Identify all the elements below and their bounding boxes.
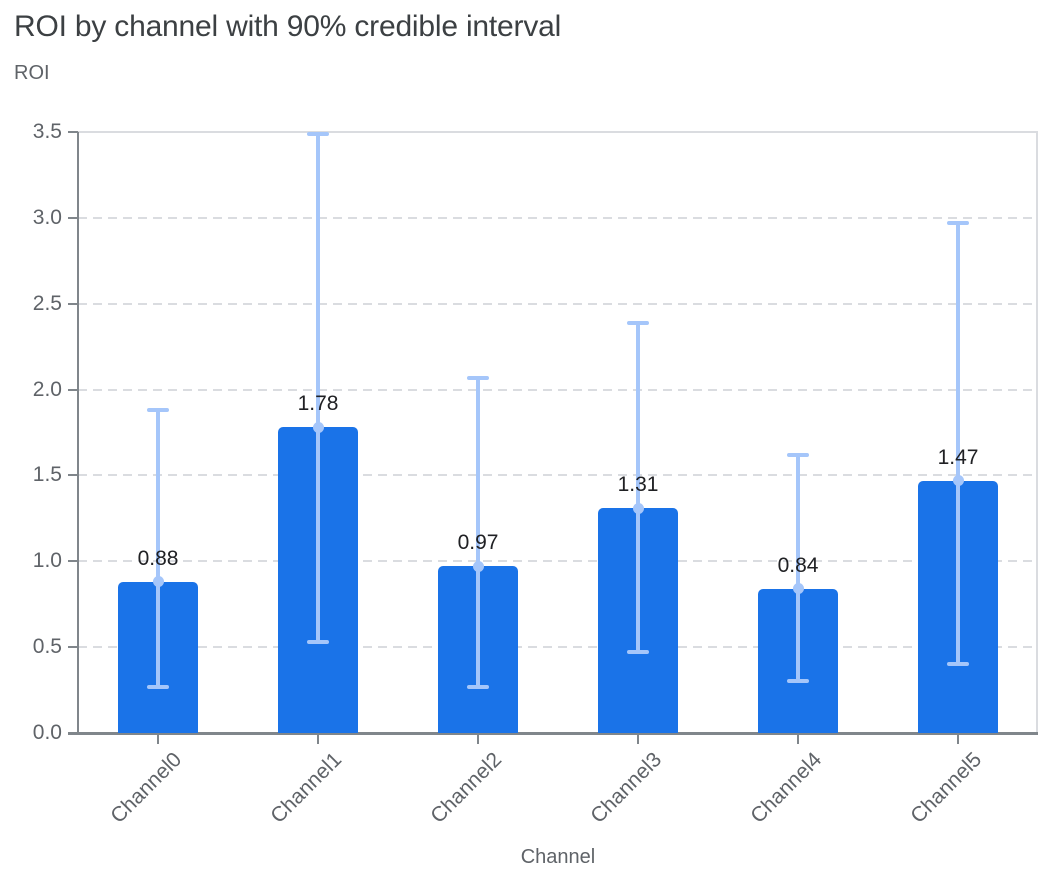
- mean-marker-dot: [312, 421, 324, 433]
- error-bar-line: [316, 133, 320, 642]
- gridline: [78, 560, 1038, 563]
- y-tick-mark: [68, 388, 78, 391]
- error-bar-cap-top: [467, 375, 489, 380]
- y-axis-line: [77, 132, 79, 733]
- chart-title: ROI by channel with 90% credible interva…: [14, 10, 562, 43]
- y-tick-mark: [68, 646, 78, 649]
- error-bar-cap-top: [627, 320, 649, 325]
- error-bar-cap-top: [947, 221, 969, 225]
- y-axis-title: ROI: [14, 62, 50, 84]
- y-tick-label: 0.5: [32, 635, 62, 659]
- x-tick-mark: [317, 735, 319, 744]
- gridline: [78, 646, 1038, 649]
- y-tick-mark: [68, 216, 78, 219]
- y-tick-label: 2.5: [32, 291, 62, 315]
- value-label: 0.84: [777, 553, 819, 577]
- x-tick-label: Channel3: [586, 748, 667, 828]
- plot-area: 0.0 0.5 1.0 1.5 2.0 2.5 3.0 3.5 0.88 Channel0 1.78…: [33, 120, 1038, 828]
- y-tick-mark: [68, 474, 78, 477]
- error-bar-cap-bottom: [787, 679, 809, 684]
- x-tick-label: Channel4: [746, 748, 827, 828]
- mean-marker-dot: [152, 576, 164, 588]
- x-tick-label: Channel1: [266, 748, 347, 828]
- x-tick-mark: [797, 735, 799, 744]
- x-axis-line: [68, 732, 1038, 735]
- plot-top-border: [78, 131, 1038, 133]
- y-tick-mark: [68, 560, 78, 563]
- mean-marker-dot: [792, 583, 804, 595]
- y-tick-mark: [68, 302, 78, 305]
- value-label: 0.97: [457, 531, 499, 555]
- error-bar-cap-top: [147, 408, 169, 413]
- error-bar-cap-top: [307, 131, 329, 136]
- x-tick-mark: [477, 735, 479, 744]
- error-bar-cap-bottom: [147, 684, 169, 689]
- plot-right-border: [1036, 132, 1038, 733]
- value-label: 1.31: [617, 473, 659, 497]
- gridline: [78, 388, 1038, 391]
- error-bar-cap-top: [787, 452, 809, 457]
- error-bar-line: [636, 322, 640, 653]
- value-label: 0.88: [137, 546, 179, 570]
- error-bar-line: [956, 223, 960, 665]
- error-bar-cap-bottom: [627, 650, 649, 655]
- gridline: [78, 216, 1038, 219]
- error-bar-cap-bottom: [467, 684, 489, 689]
- y-tick-label: 0.0: [32, 721, 62, 744]
- x-axis-title: Channel: [520, 846, 596, 868]
- error-bar-line: [476, 377, 480, 687]
- y-tick-label: 3.5: [32, 120, 62, 143]
- x-tick-label: Channel5: [906, 748, 987, 828]
- x-tick-label: Channel0: [106, 748, 187, 828]
- y-tick-label: 1.5: [32, 463, 62, 487]
- y-tick-label: 1.0: [32, 549, 62, 573]
- y-tick-mark: [68, 131, 78, 133]
- value-label: 1.47: [937, 445, 979, 469]
- y-tick-label: 2.0: [32, 377, 62, 401]
- gridline: [78, 474, 1038, 477]
- error-bar-cap-bottom: [947, 662, 969, 667]
- mean-marker-dot: [632, 502, 644, 514]
- error-bar-line: [156, 410, 160, 687]
- x-tick-mark: [957, 735, 959, 744]
- gridline: [78, 302, 1038, 305]
- value-label: 1.78: [297, 392, 339, 416]
- mean-marker-dot: [952, 475, 964, 487]
- error-bar-line: [796, 454, 800, 682]
- y-tick-label: 3.0: [32, 205, 62, 229]
- mean-marker-dot: [472, 560, 484, 572]
- x-tick-mark: [637, 735, 639, 744]
- x-tick-mark: [157, 735, 159, 744]
- error-bar-cap-bottom: [307, 639, 329, 644]
- x-tick-label: Channel2: [426, 748, 507, 828]
